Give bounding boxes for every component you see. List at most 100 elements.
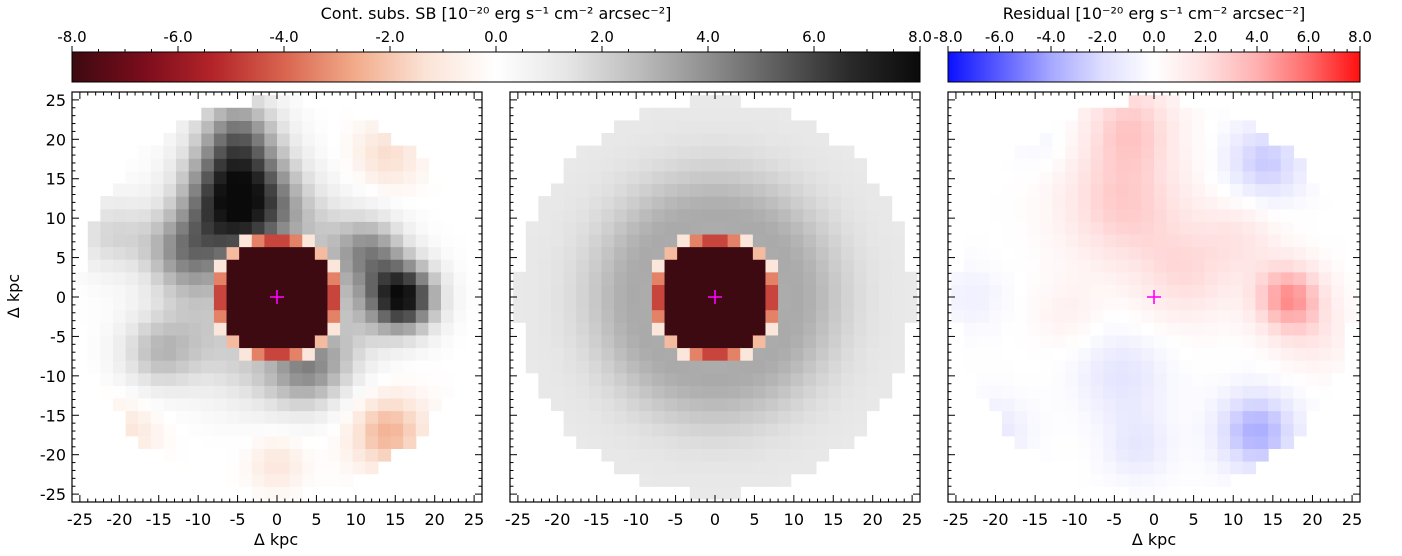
heatmap-cell	[1255, 410, 1269, 424]
heatmap-cell	[626, 196, 640, 210]
heatmap-cell	[765, 133, 779, 147]
heatmap-cell	[904, 297, 918, 311]
x-tick-label: 20	[1302, 510, 1322, 529]
heatmap-cell	[163, 435, 177, 449]
heatmap-cell	[1154, 208, 1168, 222]
heatmap-cell	[150, 196, 165, 210]
heatmap-cell	[1217, 423, 1231, 437]
heatmap-cell	[1306, 347, 1320, 361]
heatmap-cell	[1318, 297, 1333, 311]
heatmap-cell	[879, 360, 893, 374]
heatmap-cell	[702, 309, 716, 323]
heatmap-cell	[314, 397, 329, 412]
heatmap-cell	[588, 271, 603, 285]
heatmap-cell	[677, 297, 691, 311]
heatmap-cell	[390, 435, 404, 449]
heatmap-cell	[626, 259, 640, 273]
heatmap-cell	[138, 170, 152, 185]
heatmap-cell	[1039, 170, 1054, 185]
heatmap-cell	[377, 284, 392, 298]
heatmap-cell	[1179, 233, 1193, 248]
heatmap-cell	[525, 259, 539, 273]
heatmap-cell	[453, 271, 467, 285]
heatmap-cell	[390, 183, 404, 197]
heatmap-cell	[765, 233, 779, 248]
heatmap-cell	[765, 259, 779, 273]
heatmap-cell	[639, 221, 653, 235]
heatmap-cell	[803, 461, 817, 475]
heatmap-cell	[715, 145, 729, 159]
heatmap-cell	[1293, 221, 1307, 235]
heatmap-cell	[715, 473, 729, 487]
heatmap-cell	[138, 246, 152, 260]
heatmap-cell	[1141, 95, 1155, 109]
heatmap-cell	[415, 309, 429, 323]
heatmap-cell	[428, 259, 442, 273]
heatmap-cell	[264, 435, 278, 449]
heatmap-cell	[853, 334, 867, 349]
heatmap-cell	[365, 423, 379, 437]
heatmap-cell	[989, 309, 1003, 323]
heatmap-cell	[576, 284, 590, 298]
heatmap-cell	[352, 271, 366, 285]
heatmap-cell	[314, 170, 329, 185]
heatmap-cell	[803, 221, 817, 235]
heatmap-cell	[188, 423, 202, 437]
heatmap-cell	[626, 170, 640, 185]
heatmap-cell	[100, 385, 114, 399]
heatmap-cell	[277, 385, 291, 399]
heatmap-cell	[677, 120, 691, 134]
heatmap-cell	[727, 246, 741, 260]
heatmap-cell	[377, 309, 392, 323]
heatmap-cell	[289, 284, 303, 298]
heatmap-cell	[576, 271, 590, 285]
heatmap-cell	[651, 309, 666, 323]
heatmap-cell	[740, 347, 754, 361]
heatmap-cell	[1154, 221, 1168, 235]
heatmap-cell	[1230, 347, 1244, 361]
heatmap-cell	[277, 107, 291, 121]
heatmap-cell	[415, 196, 429, 210]
heatmap-cell	[340, 397, 354, 412]
heatmap-cell	[601, 360, 615, 374]
panel-residual-heatmap	[951, 95, 1358, 500]
heatmap-cell	[1230, 435, 1244, 449]
x-tick-label: -10	[1062, 510, 1088, 529]
heatmap-cell	[327, 473, 341, 487]
heatmap-cell	[352, 360, 366, 374]
heatmap-cell	[1103, 208, 1117, 222]
heatmap-cell	[1014, 233, 1028, 248]
heatmap-cell	[87, 297, 101, 311]
heatmap-cell	[664, 473, 678, 487]
heatmap-cell	[963, 347, 978, 361]
heatmap-cell	[879, 271, 893, 285]
heatmap-cell	[1077, 397, 1092, 412]
heatmap-cell	[441, 385, 455, 399]
heatmap-cell	[201, 233, 215, 248]
heatmap-cell	[302, 208, 316, 222]
heatmap-cell	[601, 448, 615, 462]
heatmap-cell	[1217, 271, 1231, 285]
heatmap-cell	[1154, 410, 1168, 424]
heatmap-cell	[538, 221, 552, 235]
heatmap-cell	[1141, 372, 1155, 386]
heatmap-cell	[639, 170, 653, 185]
y-tick-label: 25	[46, 91, 66, 110]
heatmap-cell	[1306, 360, 1320, 374]
heatmap-cell	[1115, 133, 1130, 147]
heatmap-cell	[790, 271, 804, 285]
heatmap-cell	[626, 284, 640, 298]
heatmap-cell	[765, 448, 779, 462]
heatmap-cell	[1217, 158, 1231, 172]
heatmap-cell	[551, 183, 565, 197]
heatmap-cell	[1242, 372, 1257, 386]
heatmap-cell	[626, 183, 640, 197]
heatmap-cell	[163, 221, 177, 235]
heatmap-cell	[803, 233, 817, 248]
heatmap-cell	[1027, 259, 1041, 273]
heatmap-cell	[727, 448, 741, 462]
heatmap-cell	[1179, 410, 1193, 424]
heatmap-cell	[790, 334, 804, 349]
heatmap-cell	[377, 397, 392, 412]
heatmap-cell	[176, 334, 190, 349]
